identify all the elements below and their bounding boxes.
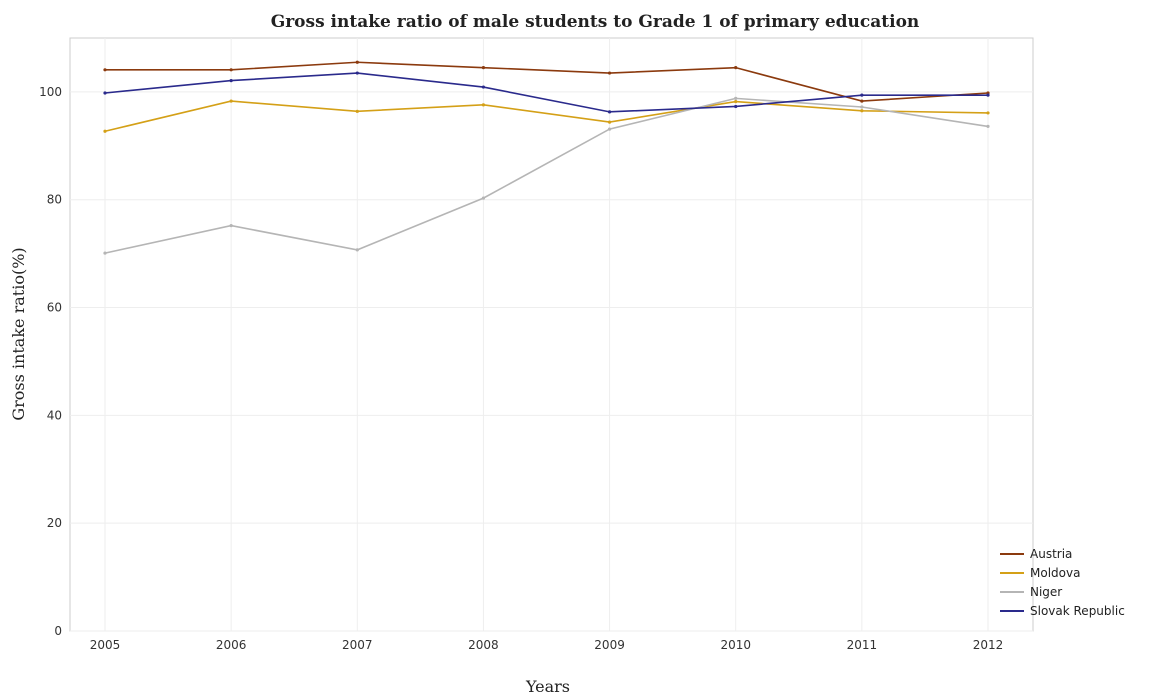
data-point-slovak-republic <box>481 85 486 89</box>
x-tick-label: 2005 <box>90 638 121 652</box>
chart-title: Gross intake ratio of male students to G… <box>271 12 920 32</box>
x-tick-label: 2006 <box>216 638 247 652</box>
legend-label-austria: Austria <box>1030 547 1072 561</box>
data-point-slovak-republic <box>986 93 990 97</box>
data-point-niger <box>860 105 864 109</box>
data-point-austria <box>229 68 233 72</box>
data-point-slovak-republic <box>734 104 738 109</box>
data-point-austria <box>734 66 738 70</box>
data-point-slovak-republic <box>607 110 612 114</box>
data-point-slovak-republic <box>355 71 359 75</box>
series-line-niger <box>104 97 989 254</box>
x-tick-label: 2009 <box>594 638 625 652</box>
y-tick-label: 40 <box>47 408 62 422</box>
data-point-moldova <box>355 109 359 113</box>
x-axis-title: Years <box>525 677 570 696</box>
x-tick-label: 2007 <box>342 638 373 652</box>
y-tick-label: 80 <box>47 193 62 207</box>
data-point-moldova <box>734 100 738 104</box>
y-tick-label: 60 <box>47 301 62 315</box>
data-point-niger <box>229 224 233 228</box>
y-axis-title: Gross intake ratio(%) <box>9 247 28 420</box>
data-point-moldova <box>860 109 864 113</box>
data-point-slovak-republic <box>860 93 864 97</box>
data-point-slovak-republic <box>103 91 107 95</box>
y-tick-label: 100 <box>39 85 62 99</box>
data-point-moldova <box>103 129 107 133</box>
data-point-moldova <box>481 103 486 107</box>
data-point-austria <box>607 71 612 75</box>
y-tick-label: 0 <box>54 624 62 638</box>
data-point-niger <box>607 127 612 131</box>
data-point-austria <box>860 99 864 103</box>
series-lines <box>103 60 990 255</box>
x-tick-label: 2010 <box>720 638 751 652</box>
data-point-niger <box>355 248 359 252</box>
data-point-niger <box>734 96 738 100</box>
x-tick-label: 2008 <box>468 638 499 652</box>
series-line-moldova <box>104 100 989 133</box>
plot-area <box>69 37 1034 632</box>
data-point-niger <box>481 196 486 200</box>
data-point-moldova <box>986 111 990 115</box>
x-tick-label: 2012 <box>973 638 1004 652</box>
legend: Austria Moldova Niger Slovak Republic <box>1000 547 1125 618</box>
data-point-moldova <box>607 120 612 124</box>
data-point-slovak-republic <box>229 78 233 83</box>
data-point-niger <box>103 251 107 255</box>
series-line-slovak-republic <box>104 72 988 113</box>
x-tick-labels: 2005 2006 2007 2008 2009 2010 2011 2012 <box>90 638 1004 652</box>
data-point-austria <box>103 68 107 72</box>
data-point-austria <box>355 60 359 64</box>
y-tick-labels: 0 20 40 60 80 100 <box>39 85 62 638</box>
x-tick-label: 2011 <box>847 638 878 652</box>
data-point-niger <box>986 124 990 129</box>
data-point-moldova <box>229 99 233 103</box>
series-line-austria <box>105 61 989 102</box>
y-tick-label: 20 <box>47 516 62 530</box>
legend-label-moldova: Moldova <box>1030 566 1080 580</box>
legend-label-slovak-republic: Slovak Republic <box>1030 604 1125 618</box>
data-point-austria <box>481 66 486 70</box>
gridlines <box>70 38 1033 632</box>
legend-label-niger: Niger <box>1030 585 1062 599</box>
